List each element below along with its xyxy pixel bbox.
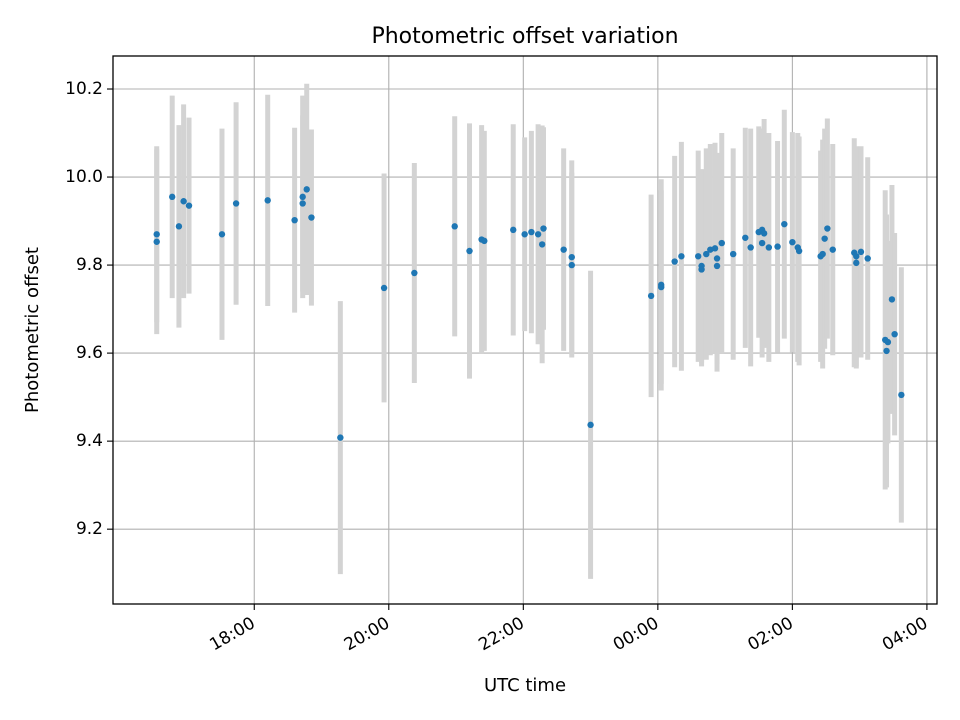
data-point-0 xyxy=(153,238,160,245)
y-axis-ticks: 9.2 9.4 9.6 9.8 10.0 10.2 xyxy=(65,79,113,539)
data-point-62 xyxy=(829,246,836,253)
data-point-36 xyxy=(695,253,702,260)
data-point-71 xyxy=(888,296,896,303)
data-point-47 xyxy=(747,244,754,251)
data-point-73 xyxy=(898,391,905,399)
data-point-3 xyxy=(175,223,183,230)
data-point-7 xyxy=(232,200,240,207)
data-point-66 xyxy=(857,248,865,256)
x-axis-label: UTC time xyxy=(484,675,566,696)
plot-frame xyxy=(112,55,938,605)
data-point-43 xyxy=(713,255,721,262)
data-point-24 xyxy=(534,231,542,238)
data-point-38 xyxy=(698,266,705,273)
data-point-72 xyxy=(891,330,898,338)
data-point-64 xyxy=(853,253,860,260)
y-tick-label-5: 10.2 xyxy=(65,79,103,99)
data-point-31 xyxy=(647,292,655,300)
data-point-10 xyxy=(299,200,306,207)
data-point-39 xyxy=(703,250,710,258)
data-point-44 xyxy=(718,239,725,247)
y-tick-label-0: 9.2 xyxy=(76,519,103,539)
data-point-61 xyxy=(824,225,831,232)
data-point-17 xyxy=(451,223,458,230)
data-point-6 xyxy=(218,231,226,238)
data-point-14 xyxy=(337,434,344,441)
data-point-26 xyxy=(540,225,547,232)
y-axis-label: Photometric offset xyxy=(22,247,43,413)
data-point-33 xyxy=(658,283,665,291)
data-point-52 xyxy=(765,244,773,251)
data-point-57 xyxy=(795,247,803,255)
data-point-1 xyxy=(153,231,160,238)
data-point-11 xyxy=(299,193,306,201)
data-point-55 xyxy=(789,238,796,246)
data-point-18 xyxy=(466,247,473,255)
data-point-59 xyxy=(819,250,826,258)
data-point-8 xyxy=(264,197,271,204)
data-point-16 xyxy=(411,269,418,277)
data-point-13 xyxy=(308,214,315,221)
y-tick-label-3: 9.8 xyxy=(76,255,103,275)
data-point-53 xyxy=(774,243,781,250)
data-point-34 xyxy=(671,258,678,265)
data-point-70 xyxy=(884,338,892,346)
data-point-45 xyxy=(729,250,737,258)
data-point-60 xyxy=(821,235,828,242)
data-point-25 xyxy=(538,241,546,248)
data-point-50 xyxy=(758,239,766,247)
data-point-21 xyxy=(510,226,517,234)
y-tick-label-4: 10.0 xyxy=(65,167,103,187)
data-point-51 xyxy=(760,230,768,237)
data-point-35 xyxy=(678,253,685,260)
data-point-30 xyxy=(587,421,594,429)
data-point-4 xyxy=(180,198,187,205)
data-point-22 xyxy=(521,231,528,238)
data-point-54 xyxy=(781,220,788,228)
data-point-23 xyxy=(528,228,535,236)
data-point-29 xyxy=(568,261,575,269)
data-point-65 xyxy=(853,259,860,267)
data-point-41 xyxy=(711,245,719,252)
chart-title: Photometric offset variation xyxy=(371,24,678,49)
data-point-69 xyxy=(883,347,890,355)
data-point-27 xyxy=(560,246,567,253)
data-point-5 xyxy=(185,202,193,209)
data-point-12 xyxy=(303,186,310,193)
data-point-2 xyxy=(168,193,176,201)
y-tick-label-1: 9.4 xyxy=(76,431,103,451)
data-point-67 xyxy=(864,255,871,262)
y-tick-label-2: 9.6 xyxy=(76,343,103,363)
data-point-42 xyxy=(713,262,721,270)
data-point-15 xyxy=(380,284,388,292)
data-point-28 xyxy=(568,253,575,261)
data-markers xyxy=(153,186,905,441)
data-point-46 xyxy=(742,234,749,241)
data-point-20 xyxy=(481,237,488,245)
data-point-9 xyxy=(291,216,298,224)
